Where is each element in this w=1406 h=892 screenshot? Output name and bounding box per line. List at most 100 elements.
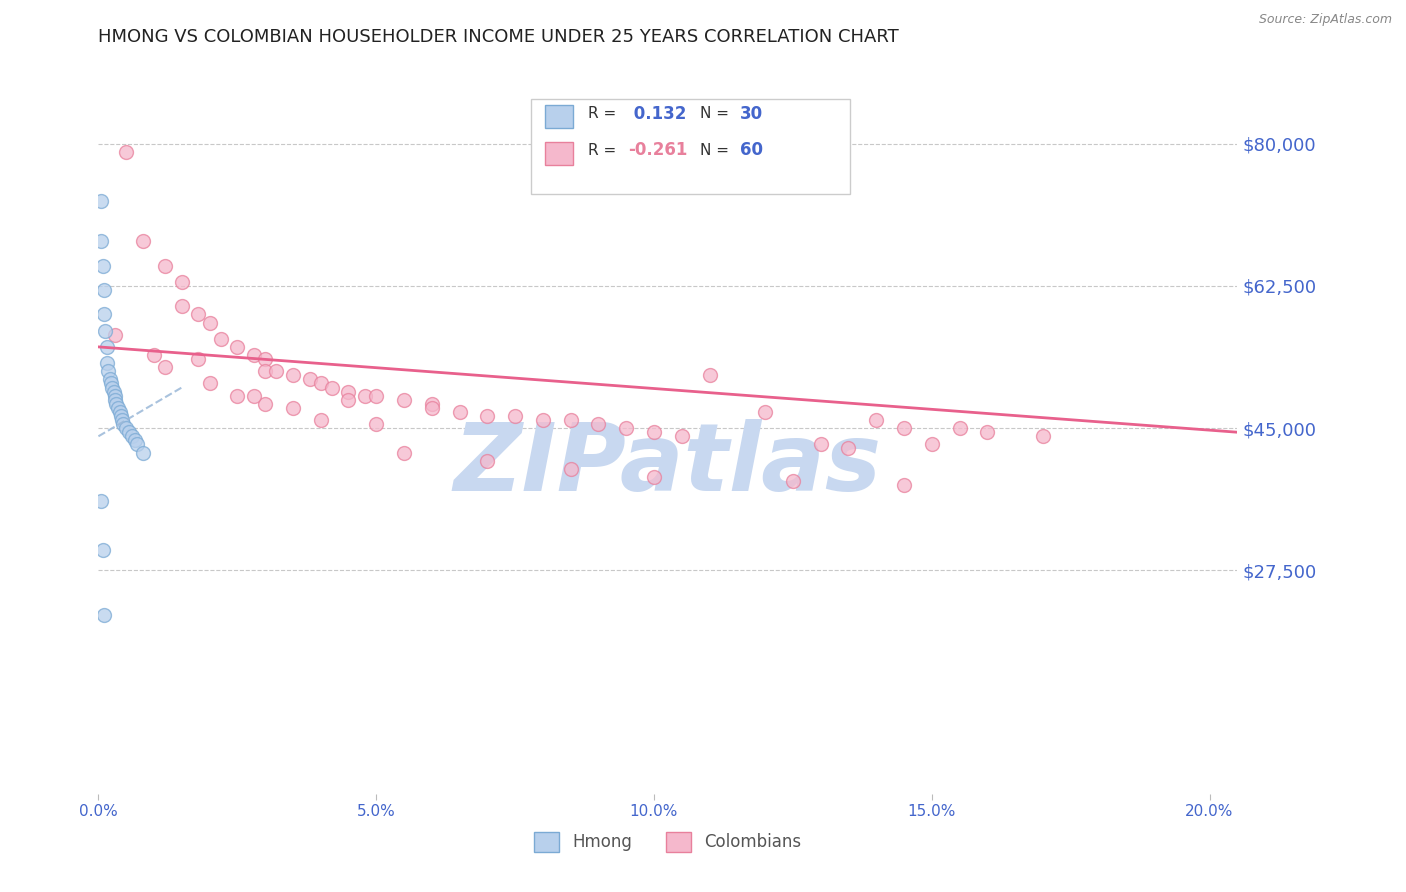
Point bbox=[337, 392, 360, 407]
Point bbox=[170, 275, 193, 289]
Text: 0.132: 0.132 bbox=[628, 104, 686, 122]
Point bbox=[153, 360, 176, 375]
Point bbox=[531, 413, 554, 427]
Point bbox=[893, 421, 915, 435]
Point bbox=[309, 413, 332, 427]
Point bbox=[477, 409, 499, 423]
Point bbox=[782, 474, 804, 488]
Point bbox=[810, 437, 832, 451]
Point bbox=[754, 405, 776, 419]
Point bbox=[309, 376, 332, 391]
Point bbox=[91, 259, 114, 273]
Point bbox=[281, 401, 304, 415]
Point bbox=[337, 384, 360, 399]
FancyBboxPatch shape bbox=[546, 142, 574, 165]
Text: HMONG VS COLOMBIAN HOUSEHOLDER INCOME UNDER 25 YEARS CORRELATION CHART: HMONG VS COLOMBIAN HOUSEHOLDER INCOME UN… bbox=[98, 28, 900, 45]
Point bbox=[226, 389, 249, 403]
Text: 60: 60 bbox=[740, 141, 762, 159]
Point bbox=[93, 608, 115, 623]
Point bbox=[948, 421, 970, 435]
Point bbox=[93, 307, 115, 321]
Point bbox=[837, 442, 859, 456]
Point bbox=[298, 372, 321, 386]
Point bbox=[366, 389, 388, 403]
Point bbox=[93, 283, 115, 297]
Point bbox=[90, 494, 112, 508]
Point bbox=[1032, 429, 1054, 443]
Text: 30: 30 bbox=[740, 104, 762, 122]
Point bbox=[366, 417, 388, 431]
Point bbox=[132, 445, 155, 459]
Point bbox=[254, 364, 277, 378]
Text: R =: R = bbox=[588, 106, 621, 121]
Point bbox=[91, 543, 114, 558]
Point bbox=[477, 453, 499, 467]
Point bbox=[254, 352, 277, 367]
Point bbox=[170, 299, 193, 313]
Point bbox=[187, 352, 209, 367]
Point bbox=[392, 445, 415, 459]
FancyBboxPatch shape bbox=[531, 99, 851, 194]
Point bbox=[121, 429, 143, 443]
Point bbox=[112, 417, 135, 431]
Text: -0.261: -0.261 bbox=[628, 141, 688, 159]
Point bbox=[243, 389, 266, 403]
Point bbox=[115, 421, 138, 435]
Point bbox=[264, 364, 287, 378]
Text: Source: ZipAtlas.com: Source: ZipAtlas.com bbox=[1258, 13, 1392, 27]
Point bbox=[893, 478, 915, 492]
Point bbox=[254, 397, 277, 411]
Point bbox=[449, 405, 471, 419]
Point bbox=[97, 364, 120, 378]
Point bbox=[198, 376, 221, 391]
Point bbox=[243, 348, 266, 362]
Point bbox=[643, 425, 665, 440]
Point bbox=[699, 368, 721, 383]
Point bbox=[101, 380, 124, 394]
FancyBboxPatch shape bbox=[546, 105, 574, 128]
Point bbox=[321, 380, 343, 394]
Point bbox=[90, 234, 112, 248]
Point bbox=[209, 332, 232, 346]
Point bbox=[588, 417, 610, 431]
Point bbox=[392, 392, 415, 407]
Point bbox=[118, 425, 141, 440]
Point bbox=[143, 348, 166, 362]
Point bbox=[198, 316, 221, 330]
Point bbox=[420, 397, 443, 411]
Point bbox=[124, 434, 146, 448]
Point bbox=[108, 405, 131, 419]
Point bbox=[614, 421, 637, 435]
Point bbox=[226, 340, 249, 354]
Point bbox=[94, 324, 117, 338]
Text: N =: N = bbox=[700, 143, 734, 158]
Point bbox=[90, 194, 112, 208]
Point bbox=[111, 413, 134, 427]
Point bbox=[104, 327, 127, 342]
Point bbox=[420, 401, 443, 415]
Point bbox=[104, 392, 127, 407]
Point bbox=[153, 259, 176, 273]
Point bbox=[503, 409, 526, 423]
Point bbox=[354, 389, 377, 403]
Point bbox=[107, 401, 129, 415]
Point bbox=[643, 470, 665, 484]
Point bbox=[96, 356, 118, 370]
Point bbox=[132, 234, 155, 248]
Legend: Hmong, Colombians: Hmong, Colombians bbox=[527, 825, 808, 859]
Point bbox=[560, 462, 582, 476]
Point bbox=[560, 413, 582, 427]
Text: ZIPatlas: ZIPatlas bbox=[454, 418, 882, 511]
Point bbox=[96, 340, 118, 354]
Point bbox=[671, 429, 693, 443]
Point bbox=[100, 376, 122, 391]
Point bbox=[98, 372, 121, 386]
Point bbox=[187, 307, 209, 321]
Point bbox=[103, 384, 125, 399]
Point bbox=[921, 437, 943, 451]
Text: N =: N = bbox=[700, 106, 734, 121]
Point bbox=[127, 437, 149, 451]
Point bbox=[104, 389, 127, 403]
Point bbox=[976, 425, 998, 440]
Point bbox=[110, 409, 132, 423]
